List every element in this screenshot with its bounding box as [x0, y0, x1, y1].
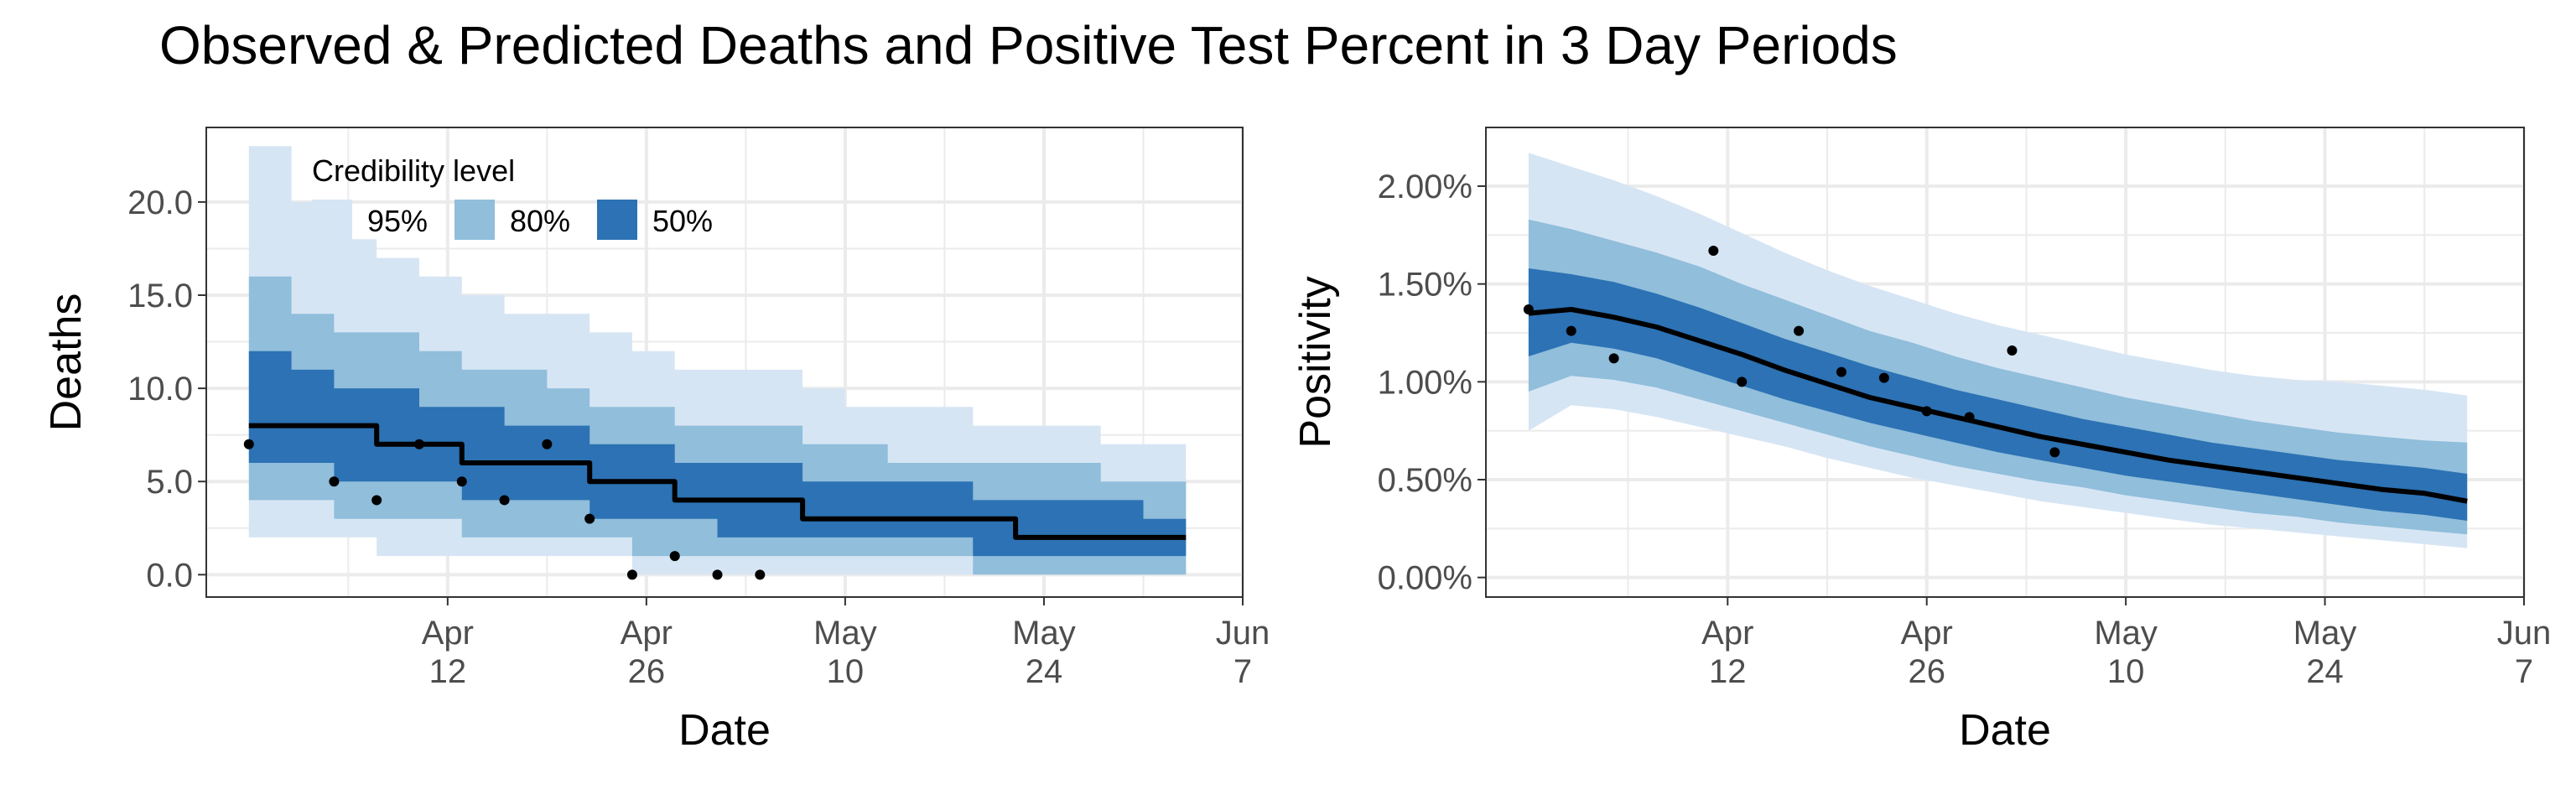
legend-swatch-95 [312, 200, 352, 240]
positivity-observed-point [2049, 447, 2060, 458]
deaths-y-axis: 0.0 5.0 10.0 15.0 20.0 [127, 184, 206, 594]
deaths-x-tick-label-month: Apr [621, 615, 673, 652]
positivity-observed-point [1921, 406, 1932, 417]
positivity-x-tick-label-month: Jun [2497, 615, 2552, 652]
credibility-legend: Credibility level 95% 80% 50% [312, 153, 713, 240]
deaths-observed-point [584, 513, 595, 524]
deaths-y-tick-label: 5.0 [146, 464, 193, 501]
legend-swatch-50 [597, 200, 637, 240]
deaths-x-axis-title: Date [678, 706, 771, 755]
positivity-band-50 [1528, 268, 2468, 521]
positivity-x-tick-label-month: May [2094, 615, 2158, 652]
deaths-observed-point [499, 495, 510, 506]
deaths-median-line [248, 423, 1187, 540]
positivity-observed-point [1794, 325, 1805, 336]
positivity-observed-point [2007, 345, 2018, 356]
positivity-observed-point [1708, 246, 1719, 256]
positivity-plot-frame [1485, 127, 2525, 598]
positivity-y-axis: 0.00% 0.50% 1.00% 1.50% 2.00% [1378, 169, 1486, 597]
positivity-panel: 0.00%0.50%1.00%1.50%2.00% Apr12Apr26May1… [1291, 127, 2551, 755]
positivity-median-layer [1528, 307, 2468, 504]
positivity-observed-point [1836, 366, 1846, 377]
legend-label-50: 50% [652, 204, 713, 238]
deaths-x-tick-label-month: May [813, 615, 877, 652]
deaths-observed-point [542, 439, 553, 449]
deaths-x-tick-label-day: 7 [1233, 653, 1252, 690]
positivity-observed-point [1964, 412, 1975, 423]
positivity-observed-point [1878, 372, 1889, 383]
legend-swatch-80 [454, 200, 495, 240]
deaths-y-tick-label: 0.0 [146, 557, 193, 594]
deaths-credible-bands [248, 146, 1187, 575]
positivity-x-tick-label-month: Apr [1901, 615, 1953, 652]
positivity-x-tick-label-day: 26 [1908, 653, 1945, 690]
deaths-observed-point [626, 569, 637, 580]
positivity-x-tick-label-day: 10 [2107, 653, 2145, 690]
deaths-x-tick-label-month: Jun [1216, 615, 1270, 652]
deaths-observed-point [413, 439, 424, 449]
positivity-x-tick-label-day: 12 [1709, 653, 1747, 690]
positivity-x-tick-label-day: 7 [2515, 653, 2533, 690]
positivity-y-tick-label: 1.50% [1378, 267, 1472, 304]
deaths-panel: 0.05.010.015.020.0 Apr12Apr26May10May24J… [42, 127, 1270, 755]
deaths-y-tick-label: 15.0 [127, 278, 193, 314]
deaths-x-tick-label-day: 12 [429, 653, 467, 690]
positivity-x-tick-label-month: May [2293, 615, 2357, 652]
positivity-x-tick-label-month: Apr [1701, 615, 1753, 652]
legend-title: Credibility level [312, 153, 515, 188]
deaths-observed-point [712, 569, 723, 580]
positivity-x-tick-label-day: 24 [2306, 653, 2344, 690]
positivity-y-axis-title: Positivity [1291, 276, 1340, 448]
positivity-observed-point [1608, 353, 1619, 364]
deaths-x-tick-label-month: May [1012, 615, 1076, 652]
positivity-observed-point [1523, 304, 1534, 314]
positivity-x-axis-title: Date [1959, 706, 2051, 755]
positivity-median-line [1528, 307, 2468, 504]
positivity-observed-point [1566, 325, 1576, 336]
deaths-y-tick-label: 20.0 [127, 184, 193, 221]
deaths-observed-points [243, 439, 766, 580]
deaths-x-tick-label-day: 10 [827, 653, 865, 690]
deaths-band-50 [248, 351, 1187, 557]
deaths-observed-point [755, 569, 766, 580]
deaths-plot-frame [205, 127, 1244, 598]
deaths-observed-point [456, 476, 467, 487]
deaths-observed-point [329, 476, 340, 487]
figure-title: Observed & Predicted Deaths and Positive… [159, 15, 1898, 75]
deaths-x-tick-label-month: Apr [422, 615, 474, 652]
positivity-y-tick-label: 0.50% [1378, 462, 1472, 499]
positivity-y-tick-label: 2.00% [1378, 169, 1472, 205]
deaths-x-tick-label-day: 24 [1026, 653, 1063, 690]
deaths-y-tick-label: 10.0 [127, 371, 193, 408]
positivity-observed-point [1737, 377, 1748, 387]
deaths-median-layer [248, 423, 1187, 540]
positivity-credible-bands [1528, 153, 2468, 548]
deaths-observed-point [669, 551, 680, 562]
deaths-observed-point [243, 439, 254, 449]
positivity-observed-points [1523, 246, 2060, 458]
positivity-y-tick-label: 1.00% [1378, 364, 1472, 401]
legend-label-80: 80% [510, 204, 570, 238]
deaths-y-axis-title: Deaths [42, 293, 91, 432]
positivity-y-tick-label: 0.00% [1378, 560, 1472, 597]
deaths-observed-point [371, 495, 382, 506]
legend-label-95: 95% [367, 204, 428, 238]
deaths-x-tick-label-day: 26 [628, 653, 666, 690]
